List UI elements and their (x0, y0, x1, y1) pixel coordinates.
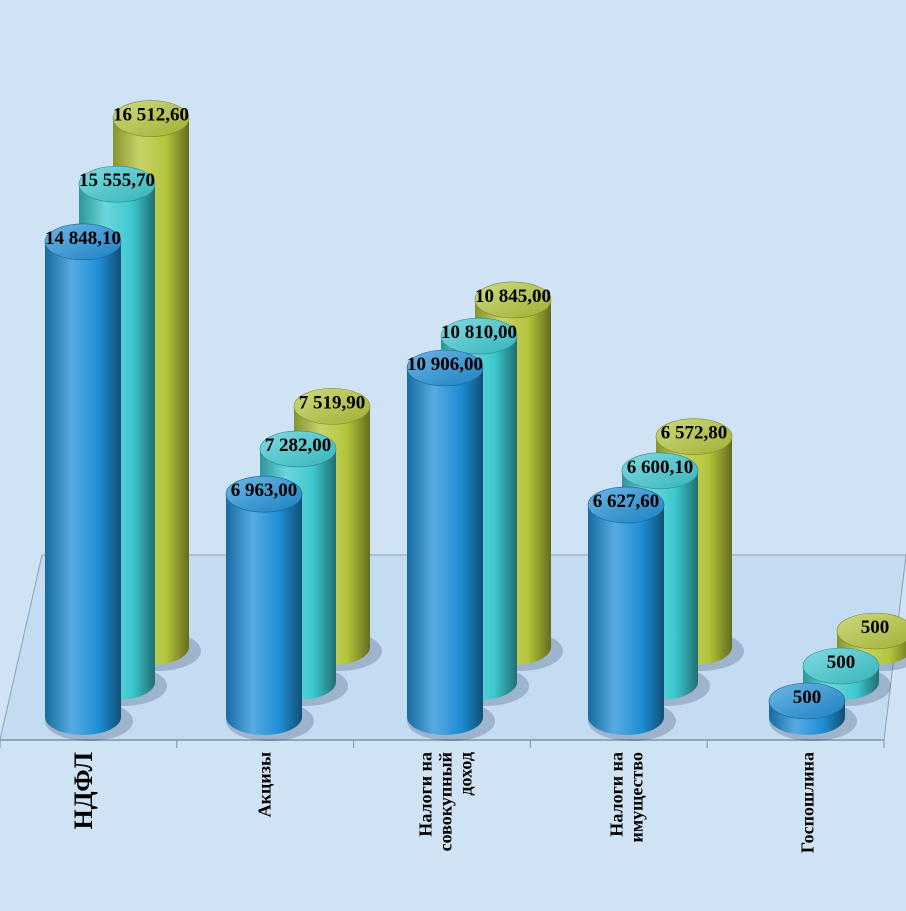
value-label-3-2: 6 572,80 (661, 423, 728, 444)
category-label-line: Налоги на (606, 752, 626, 837)
bar-4-0 (768, 682, 857, 741)
category-label-line: совокупный (435, 752, 455, 851)
bar-0-0 (44, 223, 133, 741)
bar-2-0 (406, 349, 495, 741)
category-label-line: доход (455, 752, 475, 796)
value-label-2-1: 10 810,00 (441, 322, 517, 343)
category-label-line: имущество (626, 752, 646, 842)
value-label-4-0: 500 (793, 687, 822, 708)
value-label-0-2: 16 512,60 (113, 105, 189, 126)
value-label-4-2: 500 (861, 617, 890, 638)
category-label-1: Акцизы (254, 752, 274, 817)
value-label-3-0: 6 627,60 (593, 491, 660, 512)
category-labels: НДФЛ Акцизы Налоги на совокупный доход Налоги… (69, 752, 817, 853)
category-label-line: Налоги на (415, 752, 435, 837)
value-label-2-0: 10 906,00 (407, 354, 483, 375)
value-label-1-1: 7 282,00 (265, 435, 332, 456)
value-label-1-2: 7 519,90 (299, 392, 366, 413)
value-label-1-0: 6 963,00 (231, 480, 298, 501)
value-label-3-1: 6 600,10 (627, 457, 694, 478)
category-label-4: Госпошлина (797, 752, 817, 853)
value-labels: 14 848,10 6 963,00 10 906,00 6 627,60 500 15 … (45, 105, 889, 708)
category-label-line: НДФЛ (69, 752, 98, 830)
value-label-0-0: 14 848,10 (45, 228, 121, 249)
bar-1-0 (225, 475, 314, 741)
category-label-3: Налоги на имущество (606, 752, 646, 842)
category-label-line: Акцизы (254, 752, 274, 817)
category-label-line: Госпошлина (797, 752, 817, 853)
category-label-2: Налоги на совокупный доход (415, 752, 475, 851)
category-label-0: НДФЛ (69, 752, 98, 830)
bar-3-0 (587, 486, 676, 741)
bars (44, 100, 906, 741)
value-label-4-1: 500 (827, 652, 856, 673)
value-label-2-2: 10 845,00 (475, 286, 551, 307)
value-label-0-1: 15 555,70 (79, 170, 155, 191)
